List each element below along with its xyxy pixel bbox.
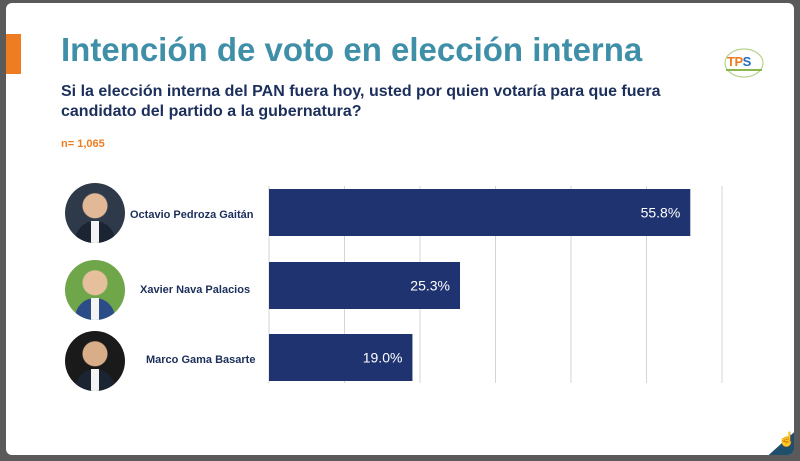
tps-logo: TPS (722, 45, 766, 81)
bar (269, 189, 691, 236)
sample-size: n= 1,065 (61, 138, 105, 150)
bar-value-label: 25.3% (410, 278, 450, 294)
title-accent-bar (6, 34, 21, 74)
candidate-photo-3 (65, 331, 125, 391)
logo-text: TPS (727, 54, 751, 69)
question-text: Si la elección interna del PAN fuera hoy… (61, 83, 661, 120)
candidate-photo-2 (65, 260, 125, 320)
candidate-name-3: Marco Gama Basarte (146, 354, 256, 366)
logo-ring-icon (724, 48, 764, 78)
bar (269, 334, 413, 381)
candidate-name-1: Octavio Pedroza Gaitán (130, 209, 254, 221)
hand-pointer-icon[interactable]: ☝ (778, 431, 794, 447)
bar-value-label: 55.8% (641, 205, 681, 221)
bar-value-label: 19.0% (363, 350, 403, 366)
page-title: Intención de voto en elección interna (61, 31, 643, 68)
bar-chart: 55.8% 25.3% 19.0% (268, 186, 723, 383)
bar (269, 262, 461, 309)
candidate-name-2: Xavier Nava Palacios (140, 284, 251, 296)
candidate-photo-1 (65, 183, 125, 243)
slide: Intención de voto en elección interna Si… (6, 3, 794, 455)
logo-underline (726, 69, 762, 71)
